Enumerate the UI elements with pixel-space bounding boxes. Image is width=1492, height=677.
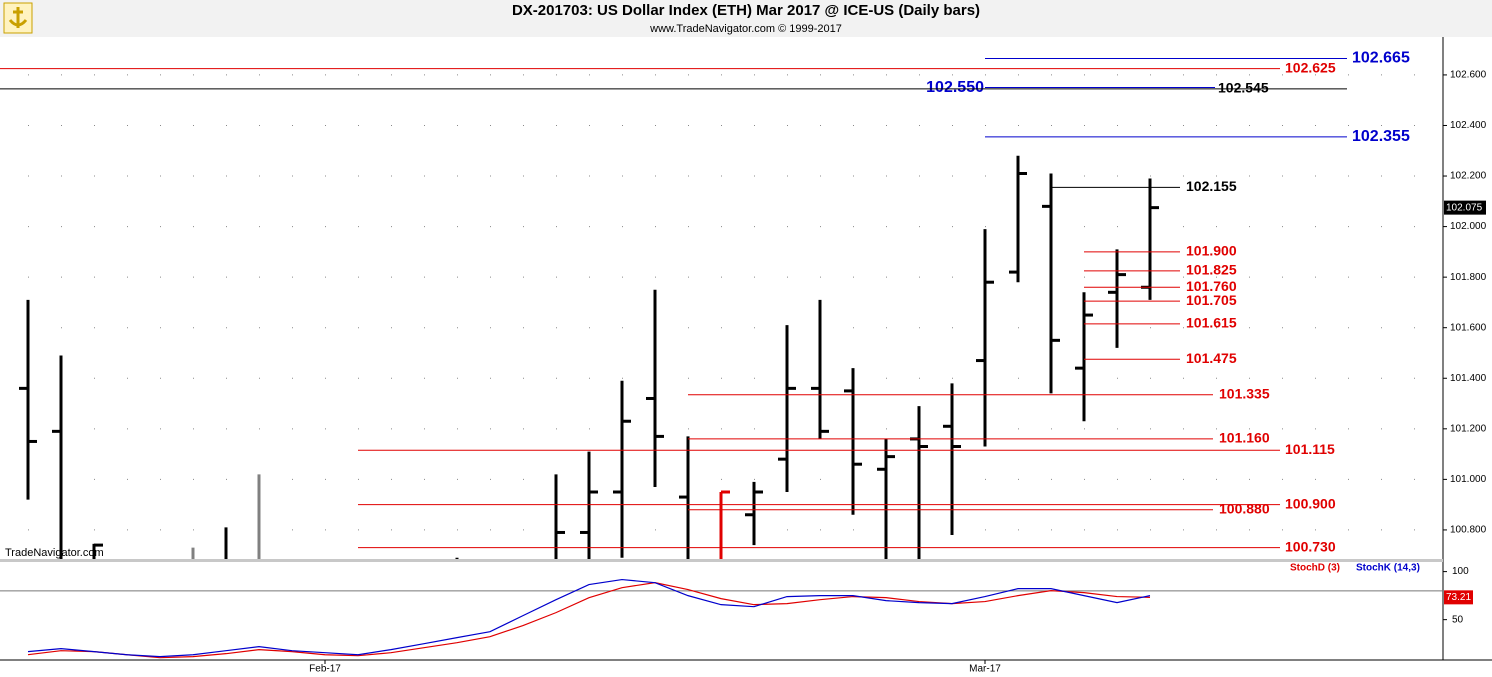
- y-tick-label: 101.600: [1450, 322, 1487, 333]
- y-tick-label: 100.800: [1450, 525, 1487, 536]
- last-value-box: [1444, 590, 1473, 605]
- level-label: 100.900: [1285, 495, 1336, 511]
- level-label: 101.335: [1219, 385, 1270, 401]
- legend-entry: StochK (14,3): [1356, 563, 1420, 574]
- level-label: 102.550: [926, 79, 984, 96]
- logo: [3, 2, 33, 34]
- y-tick-label: 102.600: [1450, 70, 1487, 81]
- stoch-panel: [0, 578, 1443, 659]
- last-price-box: [1444, 200, 1486, 215]
- level-label: 101.115: [1285, 441, 1335, 457]
- level-label: 101.760: [1186, 278, 1237, 294]
- header: [0, 0, 1492, 37]
- watermark: TradeNavigator.com: [5, 547, 104, 559]
- level-label: 101.475: [1186, 350, 1237, 366]
- level-label: 102.665: [1352, 50, 1410, 67]
- y-tick-label: 50: [1452, 614, 1464, 625]
- level-label: 101.160: [1219, 430, 1270, 446]
- y-tick-label: 102.400: [1450, 120, 1487, 131]
- level-label: 100.730: [1285, 538, 1336, 554]
- chart-title: DX-201703: US Dollar Index (ETH) Mar 201…: [512, 2, 980, 19]
- last-value-label: 73.21: [1446, 592, 1471, 603]
- level-label: 100.880: [1219, 500, 1270, 516]
- stoch-line: [27, 578, 1151, 658]
- chart-subtitle: www.TradeNavigator.com © 1999-2017: [649, 23, 842, 35]
- level-label: 102.625: [1285, 59, 1336, 75]
- x-tick-label: Feb-17: [309, 664, 341, 675]
- level-label: 101.825: [1186, 262, 1237, 278]
- x-tick-label: Mar-17: [969, 664, 1001, 675]
- y-tick-label: 101.200: [1450, 423, 1487, 434]
- level-label: 101.900: [1186, 243, 1237, 259]
- level-label: 102.355: [1352, 128, 1410, 145]
- y-tick-label: 101.000: [1450, 474, 1487, 485]
- level-label: 102.545: [1218, 80, 1269, 96]
- legend-entry: StochD (3): [1290, 563, 1340, 574]
- level-label: 102.155: [1186, 178, 1237, 194]
- stoch-line: [27, 582, 1151, 659]
- level-label: 101.705: [1186, 292, 1237, 308]
- panel-divider: [0, 559, 1443, 562]
- y-tick-label: 101.800: [1450, 272, 1487, 283]
- overlay: 100.800 101.000 101.200 101.400 101.600 101.8…: [0, 50, 1487, 675]
- y-tick-label: 102.000: [1450, 221, 1487, 232]
- y-tick-label: 101.400: [1450, 373, 1487, 384]
- y-tick-label: 102.200: [1450, 171, 1487, 182]
- last-price-label: 102.075: [1446, 202, 1483, 213]
- price-panel: [0, 74, 1443, 559]
- level-label: 101.615: [1186, 315, 1237, 331]
- y-tick-label: 100: [1452, 566, 1469, 577]
